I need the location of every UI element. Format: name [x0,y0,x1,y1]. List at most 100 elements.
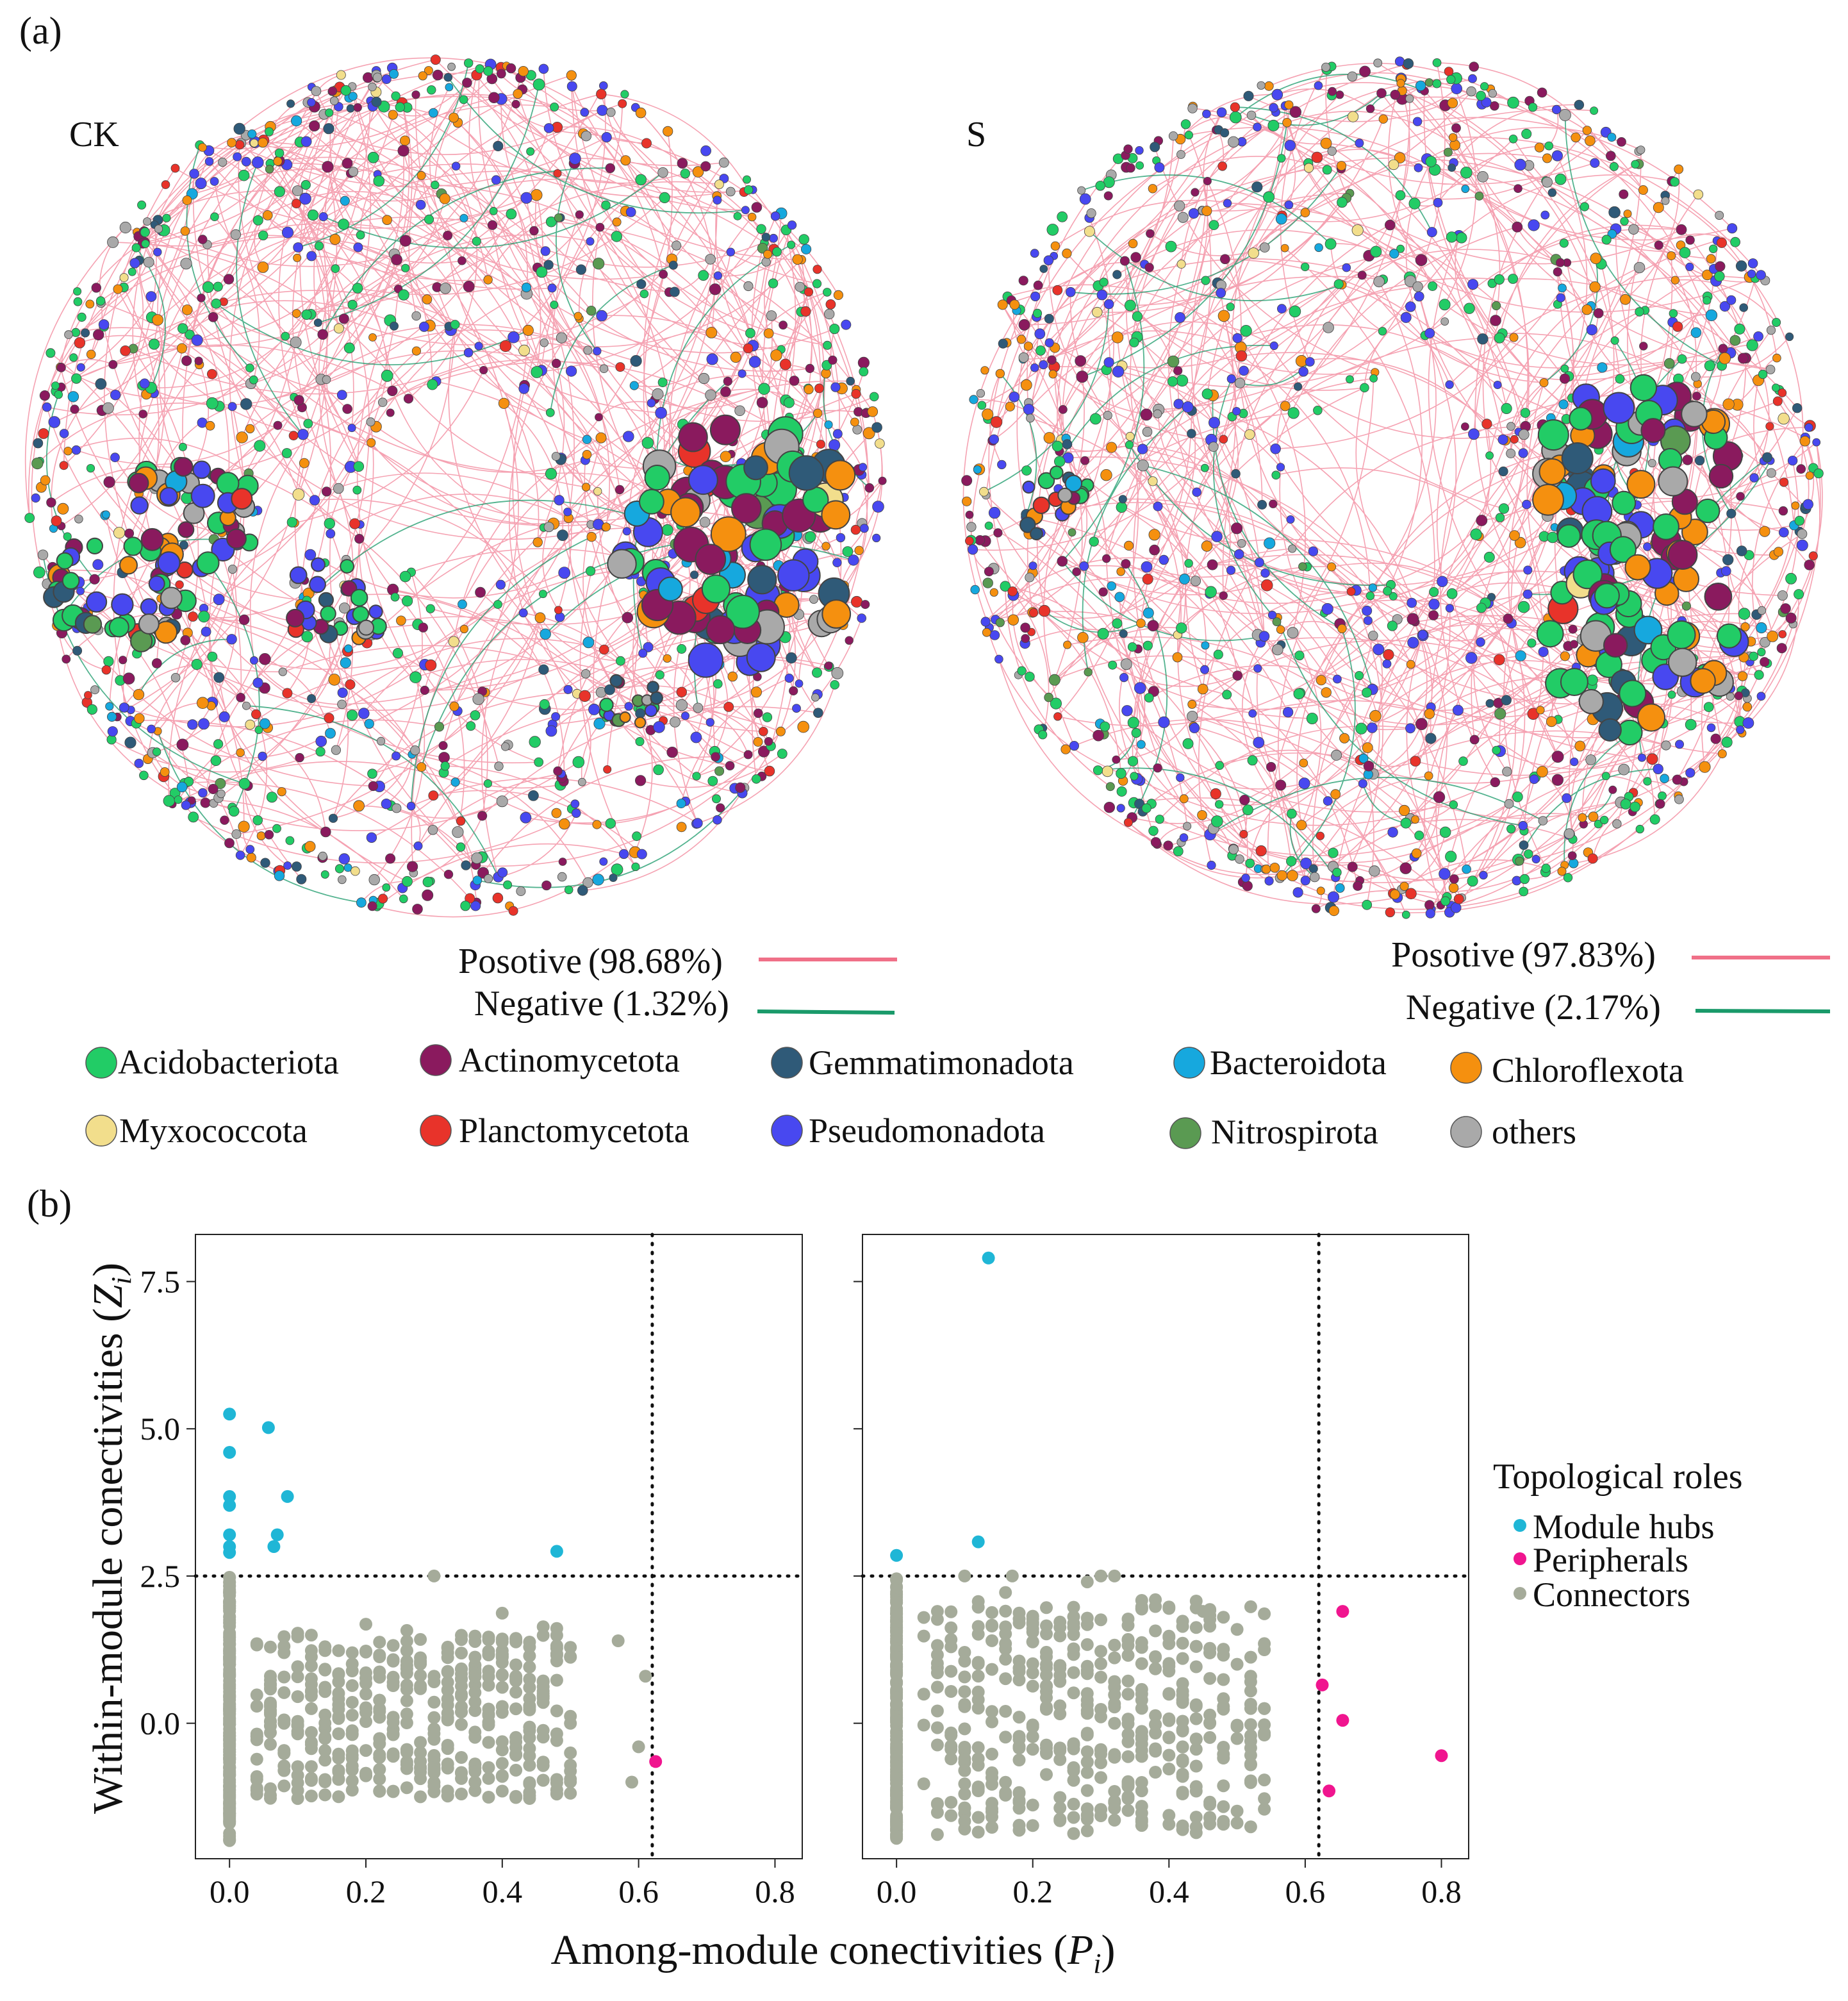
network-node [859,524,869,533]
network-node [354,533,365,544]
network-node [670,497,701,528]
network-node [137,200,147,210]
connector-point [455,1766,468,1779]
network-node [1633,262,1646,274]
network-node [532,537,543,547]
connector-point [304,1644,318,1657]
connector-point [971,1685,985,1698]
network-node [1373,276,1385,288]
network-node [475,586,486,598]
network-node [491,175,501,185]
connector-point [986,1805,998,1818]
network-node [266,792,277,803]
network-node [545,725,557,737]
network-node [151,658,162,668]
connector-point [264,1640,277,1654]
network-node [1492,745,1501,755]
network-node [1135,161,1144,170]
network-node [246,852,256,863]
network-node [1124,299,1136,311]
connector-point [1162,1818,1176,1831]
network-node [1494,708,1506,720]
network-node [1559,373,1570,384]
network-node [31,493,40,503]
network-node [390,321,399,331]
network-node [1453,893,1464,904]
network-node [1470,528,1482,540]
network-node [1667,620,1696,649]
network-node [772,247,782,257]
connector-point [1053,1801,1067,1814]
network-node [1296,820,1307,831]
network-node [1722,398,1735,411]
connector-point [291,1760,304,1773]
network-node [1018,319,1030,331]
network-node [187,719,198,730]
network-node [245,719,256,730]
connector-point [1149,1600,1162,1613]
network-node [1355,138,1364,148]
connector-point [1080,1756,1094,1768]
network-node [471,852,483,864]
connector-point [1026,1666,1039,1679]
connector-point [1026,1730,1039,1743]
network-node [1708,463,1734,489]
network-node [1443,147,1453,157]
connector-point [1012,1741,1026,1755]
network-node [177,323,188,334]
network-node [1736,545,1747,556]
connector-point [930,1721,944,1734]
network-node [1742,702,1753,712]
network-node [1213,649,1223,660]
network-node [450,320,460,329]
network-node [1593,308,1604,319]
connector-point [1053,1659,1067,1672]
network-node [676,822,687,833]
connector-point [1217,1748,1230,1761]
network-node [761,233,771,242]
network-node [1005,401,1015,411]
network-node [1111,331,1124,344]
network-node [1389,592,1398,601]
network-node [550,300,559,309]
network-node [1362,742,1373,753]
network-node [743,455,768,481]
network-node [48,416,61,428]
connector-point [1026,1612,1039,1625]
connector-point [1094,1743,1107,1756]
network-node [1021,634,1030,643]
connector-point [1040,1702,1053,1716]
connector-point [1162,1665,1176,1678]
connector-point [945,1752,958,1766]
connector-point [468,1670,482,1683]
network-node [417,762,427,772]
connector-point [1108,1569,1121,1582]
connector-point [958,1788,971,1800]
phylum-legend-label: Myxococcota [119,1111,308,1150]
network-node [347,299,358,310]
network-node [1282,706,1294,718]
connector-point [1094,1710,1107,1723]
network-node [1757,606,1767,615]
phylum-legend-swatch [1169,1117,1201,1149]
network-node [226,528,247,549]
network-node [1538,816,1548,826]
network-node [1259,242,1270,253]
network-node [846,376,855,386]
connector-point [223,1586,236,1600]
connector-point [1258,1607,1271,1620]
connector-point [1026,1635,1039,1648]
network-node [857,356,870,369]
network-node [1390,90,1401,100]
network-node [1569,640,1578,649]
network-node [1234,378,1246,388]
network-node [1069,741,1080,751]
network-node [238,820,250,833]
connector-point [223,1745,236,1759]
network-node [599,697,614,712]
network-node [1749,473,1759,483]
network-node [1476,515,1488,526]
network-node [1468,428,1480,440]
network-node [71,445,81,455]
network-node [867,406,879,417]
